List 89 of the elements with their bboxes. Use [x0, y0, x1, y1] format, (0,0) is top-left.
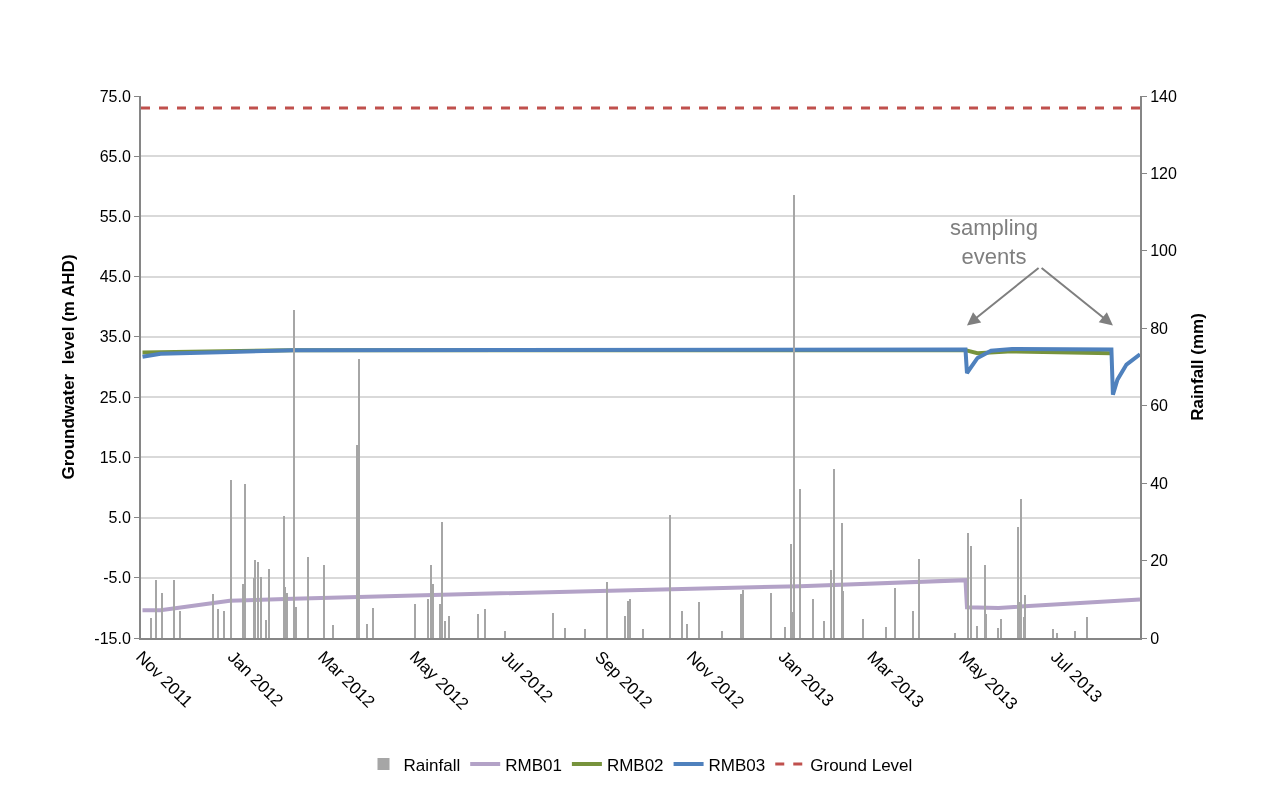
- bar: [721, 631, 723, 638]
- bar: [812, 599, 814, 638]
- bar: [954, 633, 956, 638]
- legend-label: RMB02: [606, 755, 664, 775]
- bar: [606, 582, 608, 638]
- bar: [698, 602, 700, 638]
- bar: [912, 611, 914, 638]
- y2-tick-label: 40: [1150, 474, 1169, 492]
- bar: [504, 631, 506, 638]
- bar: [799, 489, 801, 638]
- bar: [967, 533, 969, 638]
- bar: [179, 611, 181, 638]
- bar: [833, 469, 835, 638]
- bar: [230, 480, 232, 638]
- line-series: [141, 346, 1140, 397]
- bar: [150, 618, 152, 638]
- bar: [1086, 617, 1088, 638]
- bar: [430, 565, 432, 638]
- bar: [686, 624, 688, 638]
- bar: [244, 484, 246, 638]
- bar: [323, 565, 325, 638]
- y2-axis-title: Rainfall (mm): [1187, 313, 1207, 421]
- bar: [793, 195, 795, 638]
- bar: [448, 616, 450, 638]
- y-tick-label: 35.0: [99, 328, 131, 346]
- bar: [155, 580, 157, 638]
- bar: [414, 604, 416, 638]
- bar: [1074, 631, 1076, 638]
- bar: [885, 627, 887, 638]
- bar: [1052, 629, 1054, 638]
- bar: [1056, 633, 1058, 638]
- bar: [669, 515, 671, 638]
- bar: [484, 609, 486, 638]
- bar: [918, 559, 920, 638]
- bar: [332, 625, 334, 638]
- y-tick-label: 5.0: [108, 509, 131, 527]
- y2-tick-label: 140: [1150, 87, 1177, 105]
- y-axis-title: Groundwater level (m AHD): [59, 254, 79, 480]
- bar: [161, 593, 163, 638]
- y2-tick-label: 120: [1150, 165, 1177, 183]
- bar: [257, 562, 259, 638]
- legend-label: Rainfall: [403, 755, 461, 775]
- y-tick-label: 65.0: [99, 147, 131, 165]
- bar: [823, 621, 825, 638]
- legend-label: Ground Level: [810, 755, 913, 775]
- annotation: sampling events: [950, 215, 1039, 269]
- y-tick-label: -15.0: [94, 629, 131, 647]
- y-tick-label: -5.0: [103, 569, 131, 587]
- bar: [173, 580, 175, 638]
- y2-tick-label: 100: [1150, 242, 1177, 260]
- bar: [366, 624, 368, 638]
- legend-label: RMB03: [708, 755, 766, 775]
- bar: [372, 608, 374, 638]
- bar: [217, 609, 219, 638]
- bar: [358, 359, 360, 638]
- bar: [254, 560, 256, 638]
- y2-tick-label: 20: [1150, 552, 1169, 570]
- bar: [642, 629, 644, 638]
- bar: [681, 611, 683, 638]
- y-tick-label: 45.0: [99, 268, 131, 286]
- bar: [268, 569, 270, 638]
- bar: [307, 557, 309, 638]
- bar: [770, 593, 772, 638]
- bar: [1020, 499, 1022, 638]
- y-tick-label: 75.0: [99, 87, 131, 105]
- y2-tick-label: 80: [1150, 319, 1169, 337]
- bar: [293, 310, 295, 638]
- bar: [584, 629, 586, 638]
- bar: [1024, 595, 1026, 638]
- y-tick-label: 25.0: [99, 388, 131, 406]
- bar: [441, 522, 443, 638]
- bar: [552, 613, 554, 638]
- bar: [862, 619, 864, 638]
- bar: [742, 590, 744, 638]
- bar: [223, 611, 225, 638]
- y2-tick-label: 0: [1150, 629, 1160, 647]
- bar: [477, 614, 479, 638]
- bar: [894, 588, 896, 638]
- bar: [740, 594, 742, 638]
- y2-tick-label: 60: [1150, 397, 1169, 415]
- bar: [784, 627, 786, 638]
- y-tick-label: 15.0: [99, 448, 131, 466]
- legend-label: RMB01: [505, 755, 562, 775]
- bar: [212, 594, 214, 638]
- y-tick-label: 55.0: [99, 208, 131, 226]
- bar: [1000, 619, 1002, 638]
- bar: [564, 628, 566, 638]
- bar: [976, 626, 978, 638]
- line-series: [141, 578, 1140, 613]
